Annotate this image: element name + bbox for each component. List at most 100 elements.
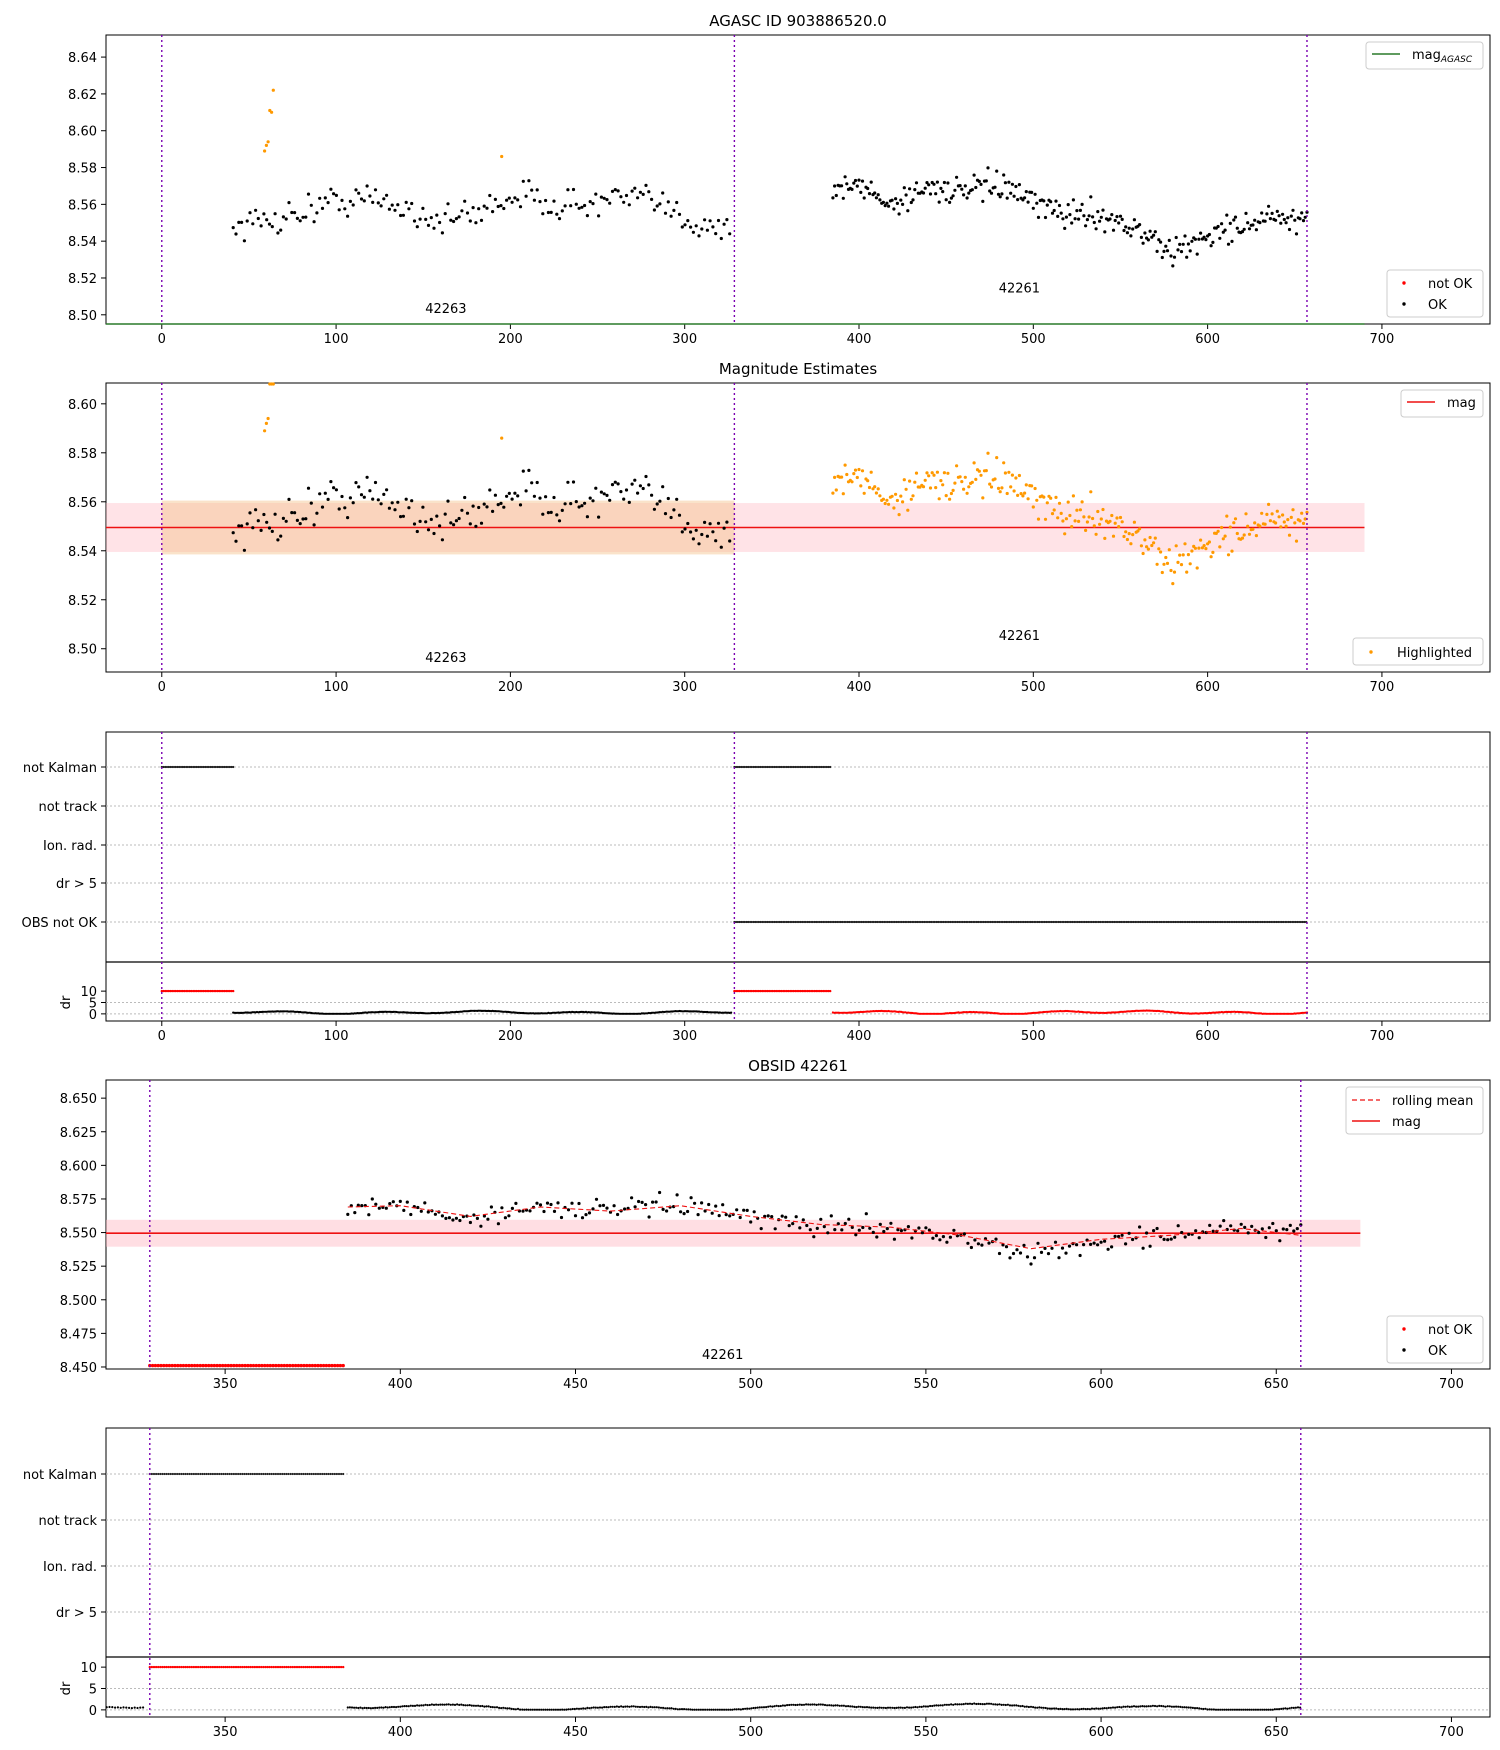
- data-point: [1103, 1707, 1106, 1710]
- data-point: [254, 508, 258, 512]
- data-point: [643, 1705, 646, 1709]
- data-point: [293, 1665, 297, 1669]
- data-point: [258, 1472, 261, 1476]
- obs-boundaries: [161, 732, 1308, 1021]
- data-point: [760, 1706, 764, 1709]
- data-point: [804, 765, 807, 769]
- data-point: [1216, 529, 1220, 533]
- data-point: [911, 198, 915, 202]
- data-point: [1162, 920, 1165, 924]
- data-point: [889, 1221, 893, 1225]
- data-point: [1124, 530, 1128, 534]
- data-point: [1139, 920, 1142, 924]
- data-point: [949, 491, 954, 496]
- data-point: [680, 225, 684, 229]
- data-point: [388, 1202, 392, 1206]
- data-point: [857, 178, 861, 182]
- data-point: [260, 1363, 264, 1368]
- data-point: [556, 1201, 560, 1205]
- data-point: [806, 920, 809, 924]
- data-point: [1209, 555, 1213, 559]
- data-point: [850, 480, 854, 484]
- data-point: [745, 1208, 749, 1212]
- data-point: [1251, 223, 1255, 227]
- data-point: [1002, 173, 1006, 177]
- data-point: [575, 1707, 579, 1710]
- data-point: [939, 1704, 942, 1707]
- data-point: [1003, 920, 1006, 924]
- data-point: [712, 1708, 715, 1711]
- data-point: [386, 1706, 389, 1709]
- data-point: [351, 501, 355, 505]
- data-point: [243, 1363, 247, 1368]
- data-point: [641, 192, 645, 196]
- data-point: [225, 765, 228, 769]
- data-point: [797, 765, 801, 769]
- data-point: [865, 920, 869, 924]
- data-point: [530, 188, 534, 192]
- data-point: [221, 765, 224, 769]
- data-point: [1232, 521, 1236, 525]
- data-point: [540, 1708, 543, 1711]
- data-point: [1131, 1237, 1135, 1242]
- data-point: [1220, 222, 1224, 226]
- data-point: [1108, 519, 1112, 523]
- data-point: [284, 519, 288, 523]
- data-point: [1074, 920, 1078, 924]
- data-point: [1181, 242, 1185, 246]
- data-point: [1188, 920, 1191, 924]
- data-point: [811, 920, 814, 924]
- data-point: [627, 500, 631, 504]
- data-point: [242, 239, 246, 243]
- data-point: [326, 497, 330, 501]
- data-point: [619, 490, 623, 494]
- data-point: [1122, 1705, 1125, 1708]
- data-point: [202, 989, 205, 993]
- data-point: [209, 1472, 212, 1476]
- data-point: [111, 1706, 114, 1709]
- data-point: [264, 1472, 267, 1476]
- data-point: [1122, 534, 1126, 539]
- x-tick-label: 300: [672, 332, 697, 347]
- data-point: [1141, 1246, 1145, 1250]
- data-point: [365, 475, 369, 479]
- data-point: [1235, 920, 1238, 924]
- data-point: [237, 1363, 242, 1368]
- data-point: [1258, 524, 1262, 528]
- data-point: [725, 1708, 728, 1711]
- data-point: [919, 920, 923, 924]
- data-point: [975, 1702, 978, 1706]
- data-point: [399, 515, 403, 519]
- data-point: [749, 1220, 753, 1224]
- data-point: [1174, 235, 1178, 240]
- data-point: [722, 526, 726, 530]
- data-point: [868, 1706, 871, 1709]
- data-point: [1181, 553, 1185, 557]
- data-point: [430, 1703, 433, 1706]
- data-point: [1070, 221, 1074, 225]
- data-point: [1170, 920, 1173, 924]
- data-point: [549, 210, 553, 214]
- data-point: [675, 497, 679, 501]
- data-point: [203, 1665, 206, 1669]
- data-point: [1185, 1706, 1188, 1709]
- data-point: [1136, 529, 1140, 533]
- x-tick-label: 500: [738, 1725, 763, 1740]
- x-tick-label: 0: [158, 680, 166, 695]
- x-tick-label: 450: [563, 1377, 588, 1392]
- data-point: [1164, 555, 1168, 560]
- data-point: [689, 225, 693, 229]
- data-point: [838, 1704, 841, 1707]
- data-point: [1135, 920, 1139, 924]
- data-point: [714, 232, 718, 236]
- data-point: [921, 485, 926, 489]
- legend-label: not OK: [1428, 1323, 1473, 1338]
- data-point: [1298, 217, 1302, 221]
- data-point: [1145, 1705, 1148, 1708]
- data-point: [685, 1708, 688, 1711]
- data-point: [218, 765, 221, 769]
- data-point: [1064, 1251, 1068, 1255]
- data-point: [1299, 1223, 1303, 1227]
- data-point: [851, 1705, 854, 1708]
